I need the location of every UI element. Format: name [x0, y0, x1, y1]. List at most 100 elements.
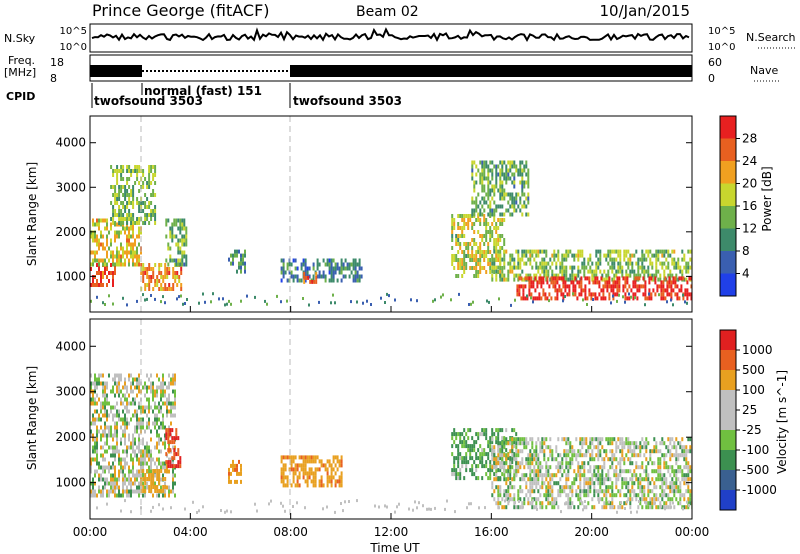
- data-cell: [657, 457, 660, 462]
- data-cell: [615, 457, 618, 462]
- data-cell: [633, 489, 636, 494]
- data-cell: [471, 222, 474, 226]
- data-cell: [639, 441, 642, 446]
- data-cell: [128, 373, 130, 378]
- data-cell: [674, 292, 677, 297]
- data-cell: [636, 296, 639, 301]
- data-cell: [106, 254, 108, 259]
- data-cell: [503, 461, 506, 466]
- data-cell: [112, 461, 114, 466]
- data-cell: [162, 461, 164, 466]
- data-cell: [156, 385, 158, 390]
- data-cell: [296, 463, 299, 468]
- data-cell: [330, 278, 333, 283]
- data-cell: [583, 257, 586, 262]
- data-cell: [581, 253, 584, 258]
- data-cell: [675, 481, 678, 486]
- colorbar-tick-label: 12: [742, 222, 757, 236]
- data-cell: [112, 413, 114, 418]
- data-cell: [114, 485, 116, 490]
- data-cell: [485, 176, 488, 181]
- data-cell: [517, 505, 520, 510]
- data-cell: [124, 217, 127, 221]
- data-cell: [547, 465, 550, 470]
- data-cell: [647, 265, 650, 270]
- data-cell: [328, 258, 331, 263]
- data-cell: [503, 188, 506, 193]
- data-cell: [479, 212, 482, 217]
- data-cell: [158, 441, 160, 446]
- data-cell: [597, 261, 600, 266]
- data-cell: [491, 440, 494, 445]
- data-cell: [507, 489, 510, 494]
- data-cell: [513, 440, 516, 445]
- data-cell: [610, 301, 612, 305]
- data-cell: [338, 266, 341, 271]
- data-cell: [106, 242, 108, 247]
- data-cell: [577, 485, 580, 490]
- data-cell: [530, 276, 533, 281]
- data-cell: [567, 249, 570, 254]
- data-cell: [112, 209, 115, 213]
- data-cell: [463, 444, 466, 449]
- data-cell: [136, 165, 139, 169]
- data-cell: [282, 274, 285, 279]
- data-cell: [515, 273, 518, 278]
- data-cell: [663, 477, 666, 482]
- data-cell: [294, 455, 297, 460]
- x-tick-label: 16:00: [474, 525, 509, 539]
- data-cell: [102, 469, 104, 474]
- data-cell: [316, 467, 319, 472]
- data-cell: [483, 188, 486, 193]
- data-cell: [499, 180, 502, 185]
- data-cell: [110, 389, 112, 394]
- data-cell: [678, 288, 681, 293]
- data-cell: [653, 493, 656, 498]
- data-cell: [481, 234, 484, 238]
- data-cell: [174, 275, 177, 279]
- data-cell: [645, 257, 648, 262]
- data-cell: [114, 209, 117, 213]
- data-cell: [595, 261, 598, 266]
- data-cell: [110, 405, 112, 410]
- data-cell: [164, 481, 166, 486]
- data-cell: [591, 473, 594, 478]
- data-cell: [138, 493, 140, 498]
- data-cell: [236, 467, 238, 472]
- data-cell: [670, 280, 673, 285]
- data-cell: [204, 300, 206, 304]
- data-cell: [511, 449, 514, 454]
- data-cell: [501, 246, 504, 250]
- data-cell: [623, 501, 626, 506]
- data-cell: [597, 473, 600, 478]
- data-cell: [104, 218, 106, 223]
- data-cell: [120, 425, 122, 430]
- data-cell: [152, 275, 155, 279]
- data-cell: [94, 230, 96, 235]
- data-cell: [595, 473, 598, 478]
- data-cell: [581, 473, 584, 478]
- data-cell: [485, 464, 488, 469]
- data-cell: [461, 464, 464, 469]
- data-cell: [481, 176, 484, 181]
- data-cell: [228, 467, 230, 472]
- data-cell: [451, 246, 454, 250]
- data-cell: [142, 417, 144, 422]
- data-cell: [102, 457, 104, 462]
- data-cell: [557, 437, 560, 442]
- data-cell: [497, 461, 500, 466]
- data-cell: [162, 473, 164, 478]
- data-cell: [595, 465, 598, 470]
- data-cell: [475, 242, 478, 246]
- data-cell: [675, 261, 678, 266]
- data-cell: [179, 222, 182, 227]
- data-cell: [517, 168, 520, 173]
- data-cell: [528, 288, 531, 293]
- data-cell: [479, 160, 482, 165]
- data-cell: [669, 465, 672, 470]
- data-cell: [177, 436, 180, 441]
- data-cell: [499, 261, 502, 266]
- data-cell: [477, 436, 480, 441]
- data-cell: [569, 249, 572, 254]
